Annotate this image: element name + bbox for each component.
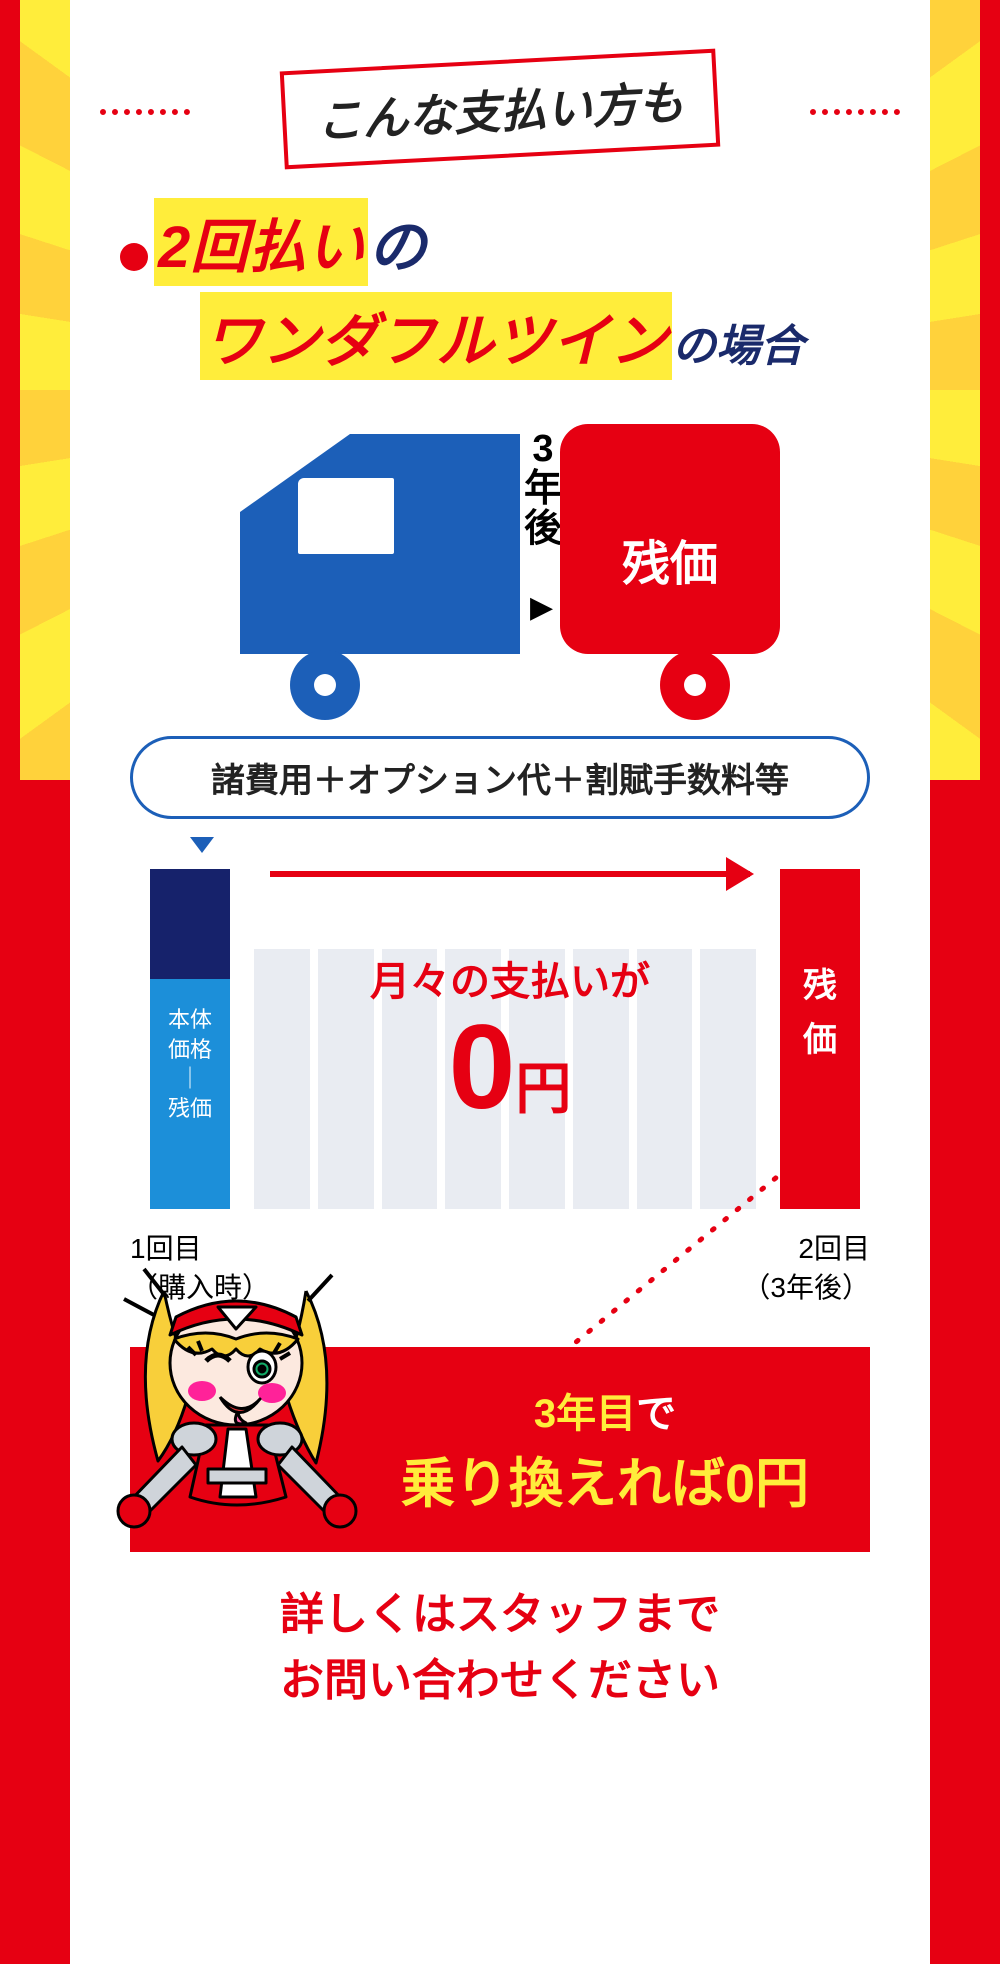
- content-card: こんな支払い方も 2回払い の ワンダフルツイン の場合 3年後 ▶: [70, 0, 930, 1964]
- wheel-front: [290, 650, 360, 720]
- title-row-1: 2回払い の: [120, 198, 880, 286]
- label-second: 2回目 （3年後）: [742, 1229, 870, 1307]
- callout-em: 3年目: [534, 1392, 636, 1436]
- mid-text: 月々の支払いが 0円: [260, 949, 760, 1127]
- title-2kai: 2回払い: [154, 198, 368, 286]
- lbl-right-1: 2回目: [798, 1233, 870, 1264]
- dots-left: [100, 109, 190, 115]
- costs-box: 諸費用＋オプション代＋割賦手数料等: [130, 736, 870, 819]
- timeline-arrow: [270, 871, 750, 877]
- mid-zero: 0: [449, 1000, 516, 1134]
- frame-left: [0, 0, 20, 1964]
- truck-diagram: 3年後 ▶ 残価: [200, 410, 800, 720]
- bar-residual: 残 価: [780, 869, 860, 1209]
- header-box: こんな支払い方も: [280, 49, 721, 170]
- gap-arrow-icon: ▶: [530, 590, 553, 625]
- truck-cab: [240, 434, 530, 654]
- footer-line2: お問い合わせください: [280, 1656, 720, 1705]
- header-label: こんな支払い方も: [315, 76, 685, 147]
- title-row-2: ワンダフルツイン の場合: [200, 292, 880, 380]
- footer-text: 詳しくはスタッフまで お問い合わせください: [100, 1582, 900, 1714]
- page: こんな支払い方も 2回払い の ワンダフルツイン の場合 3年後 ▶: [0, 0, 1000, 1964]
- costs-text: 諸費用＋オプション代＋割賦手数料等: [211, 762, 789, 800]
- callout-line2: 乗り換えれば0円: [360, 1439, 850, 1518]
- title-block: 2回払い の ワンダフルツイン の場合: [100, 198, 900, 380]
- title-no: の: [368, 200, 426, 284]
- frame-right: [980, 0, 1000, 1964]
- header-ribbon: こんな支払い方も: [100, 60, 900, 158]
- footer-line1: 詳しくはスタッフまで: [280, 1590, 720, 1639]
- payment-chart: 本体 価格 ｜ 残価 月々の支払いが 0円 残 価: [130, 839, 870, 1219]
- bar1-fees: [150, 869, 230, 979]
- truck-window: [298, 478, 394, 554]
- wheel-rear: [660, 650, 730, 720]
- callout-line1: 3年目で: [360, 1381, 850, 1439]
- mid-line1: 月々の支払いが: [260, 949, 760, 1007]
- title-case: の場合: [672, 310, 804, 374]
- bar1-body: 本体 価格 ｜ 残価: [150, 979, 230, 1209]
- mid-big: 0円: [260, 1007, 760, 1127]
- truck-trailer: 残価: [560, 424, 780, 654]
- trailer-label: 残価: [560, 524, 780, 594]
- bullet-icon: [120, 243, 148, 271]
- dots-right: [810, 109, 900, 115]
- bar1-label: 本体 価格 ｜ 残価: [168, 1007, 212, 1121]
- mid-yen: 円: [515, 1057, 571, 1120]
- callout: 3年目で 乗り換えれば0円: [130, 1347, 870, 1552]
- mascot-character: [110, 1251, 360, 1551]
- title-twin: ワンダフルツイン: [200, 292, 672, 380]
- bar2-label: 残 価: [803, 967, 837, 1059]
- callout-post: で: [636, 1392, 676, 1436]
- lbl-right-2: （3年後）: [742, 1272, 870, 1303]
- bar-first-payment: 本体 価格 ｜ 残価: [150, 869, 230, 1209]
